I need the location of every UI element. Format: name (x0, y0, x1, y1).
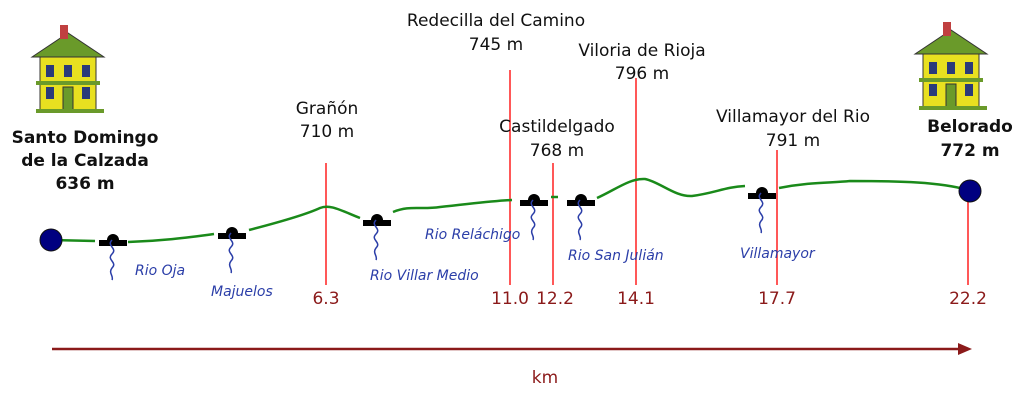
river-label: Rio Oja (135, 263, 185, 279)
start-point (39, 228, 63, 252)
waypoint-elevation: 768 m (530, 141, 584, 161)
start-name-line1: Santo Domingo (12, 128, 159, 148)
river-label: Villamayor (740, 246, 816, 262)
waypoint-elevation: 791 m (766, 131, 820, 151)
waypoint-name: Castildelgado (499, 117, 615, 137)
end-name: Belorado (927, 117, 1013, 137)
end-point (958, 179, 982, 203)
river-label: Majuelos (211, 284, 273, 300)
km-label: 6.3 (312, 289, 339, 309)
river-label: Rio Reláchigo (425, 227, 520, 243)
bridge-icon (99, 234, 127, 246)
axis-label: km (532, 368, 558, 388)
bridge-icon (363, 214, 391, 226)
bridge-icon (748, 187, 776, 199)
waypoint-elevation: 745 m (469, 35, 523, 55)
river-label: Rio Villar Medio (370, 268, 479, 284)
km-markers (325, 70, 969, 285)
start-town-house-icon (31, 24, 105, 114)
river-label: Rio San Julián (568, 248, 664, 264)
bridge-icon (520, 194, 548, 206)
bridge-icon (218, 227, 246, 239)
start-name-line2: de la Calzada (21, 151, 149, 171)
km-label: 12.2 (536, 289, 574, 309)
waypoint-name: Grañón (296, 99, 359, 119)
end-elevation: 772 m (940, 141, 999, 161)
waypoint-elevation: 710 m (300, 122, 354, 142)
km-label: 14.1 (617, 289, 655, 309)
end-town-house-icon (914, 21, 988, 111)
waypoint-name: Villamayor del Rio (716, 107, 870, 127)
km-label: 11.0 (491, 289, 529, 309)
bridge-icon (567, 194, 595, 206)
start-elevation: 636 m (55, 174, 114, 194)
axis-arrowhead-icon (958, 343, 972, 355)
km-label: 22.2 (949, 289, 987, 309)
elevation-line (50, 177, 969, 244)
waypoint-elevation: 796 m (615, 64, 669, 84)
waypoint-name: Viloria de Rioja (578, 41, 705, 61)
km-label: 17.7 (758, 289, 796, 309)
waypoint-name: Redecilla del Camino (407, 11, 585, 31)
